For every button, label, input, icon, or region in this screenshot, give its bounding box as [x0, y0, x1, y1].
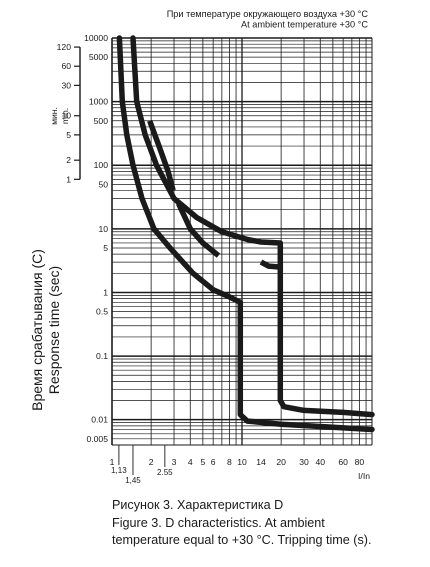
- y-tick-label: 10: [98, 224, 108, 234]
- y-tick-label: 10000: [84, 33, 108, 43]
- y-tick-label: 1: [103, 287, 108, 297]
- x-tick-label: 40: [315, 457, 325, 467]
- x-tick-label: 10: [237, 457, 247, 467]
- minutes-tick-label: 120: [57, 42, 72, 52]
- y-axis-label-line-2: Response time (sec): [46, 266, 62, 394]
- dashed-curve-segment-1: [147, 119, 176, 192]
- labels: При температуре окружающего воздуха +30 …: [29, 9, 370, 485]
- dashed-curve-segment-2: [176, 202, 221, 258]
- x-tick-label: 60: [338, 457, 348, 467]
- x-extra-tick-label: 1,45: [125, 476, 141, 485]
- y-tick-label: 50: [98, 179, 108, 189]
- x-tick-label: 4: [188, 457, 193, 467]
- y-tick-label: 100: [94, 160, 109, 170]
- x-tick-label: 14: [256, 457, 266, 467]
- x-tick-label: 1: [110, 457, 115, 467]
- minutes-tick-label: 30: [61, 80, 71, 90]
- y-tick-label: 5: [103, 243, 108, 253]
- minutes-tick-label: 5: [66, 130, 71, 140]
- trip-curve-2: [130, 35, 375, 418]
- x-tick-label: 8: [227, 457, 232, 467]
- x-extra-tick-label: 1,13: [111, 466, 127, 475]
- minutes-axis-label-line-1: мин.: [49, 107, 59, 125]
- y-tick-label: 5000: [89, 52, 108, 62]
- minutes-tick-label: 10: [61, 111, 71, 121]
- minutes-tick-label: 2: [66, 155, 71, 165]
- y-tick-label: 1000: [89, 97, 108, 107]
- minutes-tick-label: 1: [66, 174, 71, 184]
- x-tick-label: 3: [172, 457, 177, 467]
- x-tick-label: 2: [149, 457, 154, 467]
- minutes-axis-label-line-2: min.: [60, 108, 70, 124]
- chart-title-line-1: При температуре окружающего воздуха +30 …: [167, 9, 369, 19]
- chart-title-line-2: At ambient temperature +30 °C: [241, 20, 368, 30]
- x-axis-label: I/In: [358, 471, 370, 481]
- caption-line-2: Figure 3. D characteristics. At ambient: [112, 515, 325, 530]
- x-tick-label: 80: [355, 457, 365, 467]
- y-tick-label: 0.01: [91, 415, 108, 425]
- y-tick-label: 0.1: [96, 351, 108, 361]
- dashed-curve-segment-3: [259, 259, 281, 270]
- y-tick-label: 500: [94, 116, 109, 126]
- trip-curve-1: [116, 35, 375, 433]
- curves: [116, 35, 375, 433]
- minutes-tick-label: 60: [61, 61, 71, 71]
- x-extra-tick-label: 2.55: [157, 468, 173, 477]
- y-tick-label: 0.5: [96, 307, 108, 317]
- x-tick-label: 5: [200, 457, 205, 467]
- caption-line-3: temperature equal to +30 °C. Tripping ti…: [112, 533, 372, 548]
- x-tick-label: 20: [276, 457, 286, 467]
- x-tick-label: 30: [299, 457, 309, 467]
- y-tick-label: 0.005: [86, 434, 108, 444]
- caption-line-1: Рисунок 3. Характеристика D: [112, 498, 284, 512]
- x-tick-label: 6: [211, 457, 216, 467]
- y-axis-label-line-1: Время срабатывания (С): [29, 249, 45, 411]
